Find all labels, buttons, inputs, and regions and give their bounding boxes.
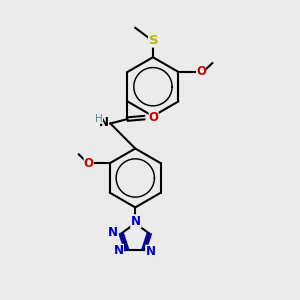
Text: N: N xyxy=(131,215,141,228)
Text: O: O xyxy=(148,111,159,124)
Text: N: N xyxy=(114,244,124,257)
Text: N: N xyxy=(108,226,118,239)
Text: S: S xyxy=(149,34,158,47)
Text: N: N xyxy=(146,245,155,258)
Text: N: N xyxy=(99,116,109,128)
Text: O: O xyxy=(196,65,206,79)
Text: O: O xyxy=(84,157,94,170)
Text: H: H xyxy=(95,114,103,124)
